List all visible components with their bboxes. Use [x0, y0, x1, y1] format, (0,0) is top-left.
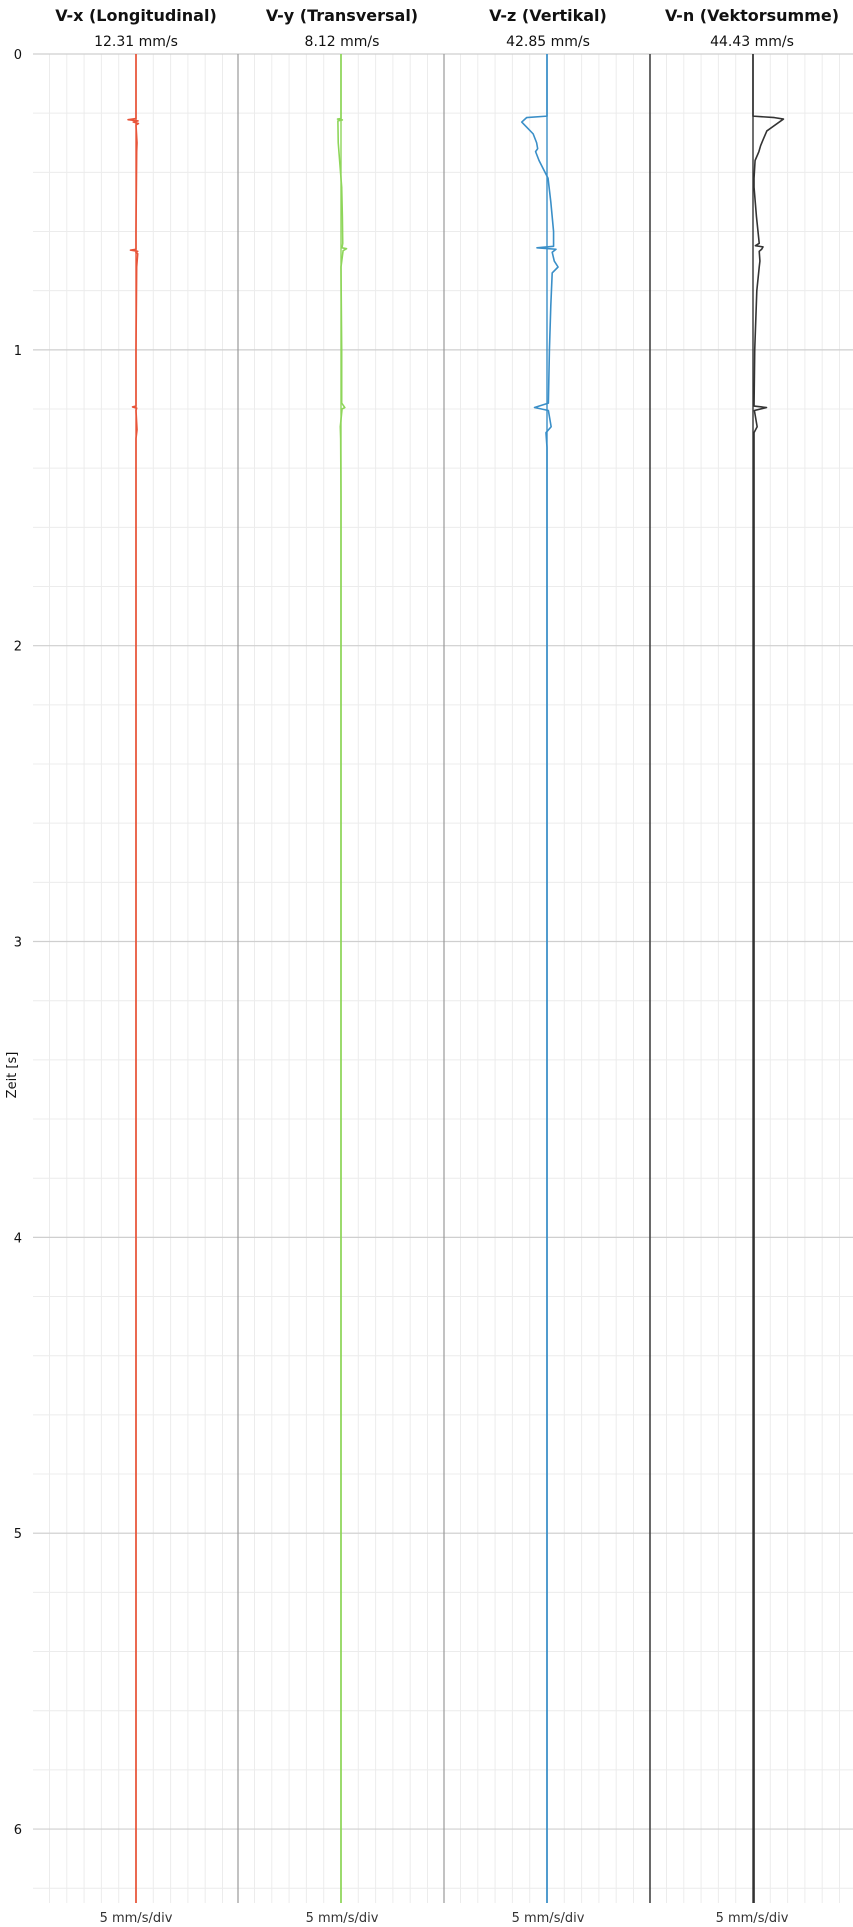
panel-peak-value: 44.43 mm/s: [710, 34, 794, 50]
panel-scale-label: 5 mm/s/div: [716, 1911, 789, 1926]
panel-scale-label: 5 mm/s/div: [100, 1911, 173, 1926]
panel-scale-label: 5 mm/s/div: [306, 1911, 379, 1926]
series-trace-4: [752, 54, 785, 1903]
grid-layer: [33, 53, 853, 1903]
series-trace-1: [127, 54, 140, 1903]
y-axis-label: Zeit [s]: [5, 1052, 20, 1099]
series-trace-2: [336, 54, 348, 1903]
y-tick-label: 1: [14, 344, 22, 359]
panel-title: V-z (Vertikal): [489, 6, 607, 25]
panel-peak-value: 42.85 mm/s: [506, 34, 590, 50]
panel-peak-value: 8.12 mm/s: [305, 34, 380, 50]
panel-title: V-y (Transversal): [266, 6, 418, 25]
y-tick-label: 5: [14, 1527, 22, 1542]
text-layer: Zeit [s] 0 1 2 3 4 5 6 V-x (Longitudinal) 12.31 …: [5, 6, 839, 1926]
y-tick-label: 0: [14, 48, 22, 63]
series-trace-3: [520, 54, 559, 1903]
axis-layer: [135, 54, 754, 1903]
panel-title: V-x (Longitudinal): [55, 6, 217, 25]
y-tick-label: 2: [14, 640, 22, 655]
y-tick-label: 6: [14, 1823, 22, 1838]
panel-title: V-n (Vektorsumme): [665, 6, 839, 25]
y-tick-label: 4: [14, 1231, 22, 1246]
y-tick-label: 3: [14, 936, 22, 951]
trace-layer: [127, 54, 785, 1903]
panel-scale-label: 5 mm/s/div: [512, 1911, 585, 1926]
panel-peak-value: 12.31 mm/s: [94, 34, 178, 50]
